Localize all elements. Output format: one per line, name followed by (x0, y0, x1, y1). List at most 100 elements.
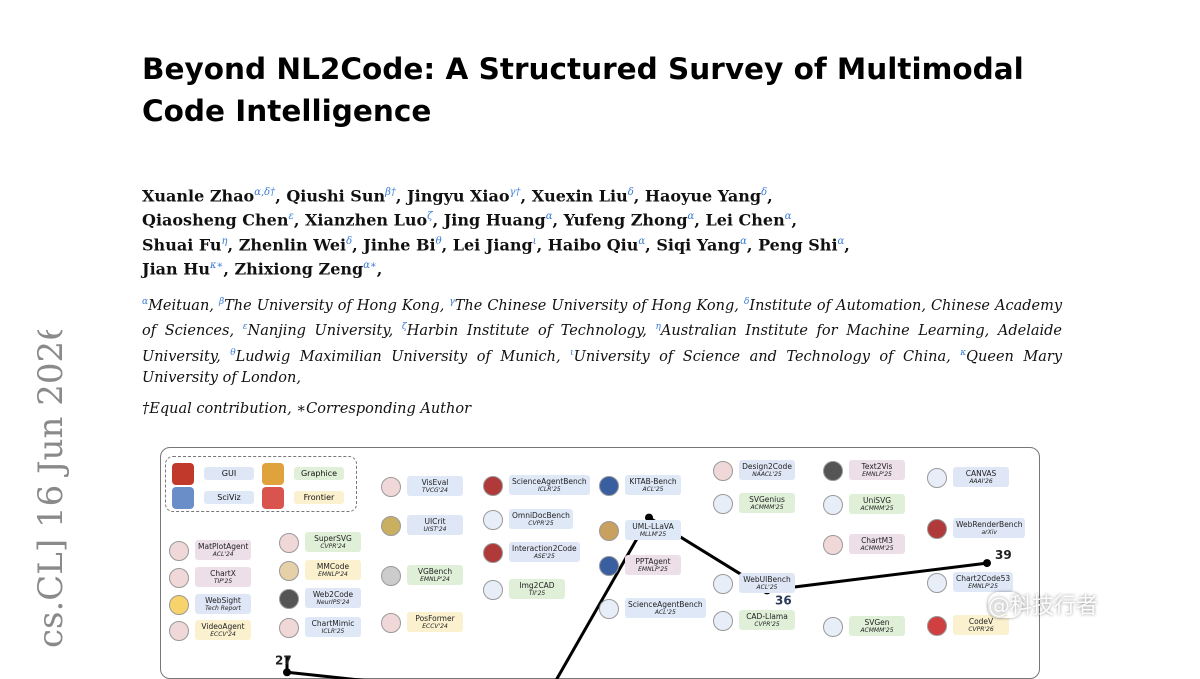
benchmark-label: VisEval TVCG'24 (407, 476, 463, 496)
benchmark-label: Design2Code NAACL'25 (739, 460, 795, 480)
affiliation-name: Institute of Automation, Chinese Academy… (142, 297, 1063, 340)
affiliation-mark: γ (449, 297, 455, 307)
affiliation-mark: ι (570, 347, 574, 358)
author-name: Qiaosheng Chen (142, 210, 289, 230)
institution-logo-icon (381, 566, 401, 586)
institution-logo-icon (927, 573, 947, 593)
benchmark-name: MMCode (316, 562, 350, 571)
institution-logo-icon (927, 616, 947, 636)
institution-logo-icon (279, 589, 299, 609)
legend-label: GUI (204, 467, 254, 480)
affiliation-mark: κ (960, 347, 967, 358)
institution-logo-icon (483, 510, 503, 530)
arxiv-stamp-text: cs.CL] 16 Jun 2026 (31, 330, 70, 648)
affiliation-name: Meituan (148, 297, 210, 314)
benchmark-name: OmniDocBench (512, 511, 570, 520)
benchmark-label: VideoAgent ECCV'24 (195, 620, 251, 640)
benchmark-name: Text2Vis (861, 462, 893, 471)
benchmark-venue: ASE'25 (533, 553, 555, 560)
author-affiliation-mark: α (740, 235, 747, 247)
benchmark-name: UniSVG (862, 496, 892, 505)
institution-logo-icon (381, 477, 401, 497)
author-name: Jian Hu (142, 259, 210, 279)
author-affiliation-mark: α∗ (363, 259, 377, 271)
benchmark-name: CodeV (968, 617, 994, 626)
institution-logo-icon (483, 580, 503, 600)
institution-logo-icon (713, 611, 733, 631)
author-name: Jinhe Bi (363, 234, 436, 254)
paper-title: Beyond NL2Code: A Structured Survey of M… (142, 52, 1024, 128)
benchmark-label: OmniDocBench CVPR'25 (509, 509, 573, 529)
benchmark-venue: ACMMM'25 (860, 545, 894, 552)
benchmark-label: SuperSVG CVPR'24 (305, 532, 361, 552)
affiliation-mark: ζ (401, 322, 407, 333)
benchmark-venue: CVPR'25 (754, 621, 780, 628)
benchmark-name: Chart2Code53 (956, 574, 1011, 583)
institution-logo-icon (599, 599, 619, 619)
benchmark-label: VGBench EMNLP'24 (407, 565, 463, 585)
benchmark-venue: NeurIPS'24 (316, 599, 350, 606)
benchmark-label: SVGen ACMMM'25 (849, 616, 905, 636)
trend-point (983, 559, 991, 568)
benchmark-name: UICrit (424, 517, 446, 526)
benchmark-name: UML-LLaVA (632, 522, 674, 531)
figure-legend: GUI Graphice SciViz Frontier (165, 456, 357, 512)
trend-value-label: 36 (775, 593, 792, 607)
benchmark-venue: TII'25 (528, 590, 546, 597)
benchmark-label: Text2Vis EMNLP'25 (849, 460, 905, 480)
institution-logo-icon (169, 568, 189, 588)
benchmark-label: ChartM3 ACMMM'25 (849, 534, 905, 554)
benchmark-label: Img2CAD TII'25 (509, 579, 565, 599)
affiliation-name: The University of Hong Kong (224, 297, 440, 314)
benchmark-name: ChartM3 (861, 536, 893, 545)
author-affiliation-mark: θ (435, 235, 442, 247)
institution-logo-icon (927, 468, 947, 488)
affiliation-name: Australian Institute for Machine Learnin… (142, 323, 1063, 365)
benchmark-venue: TVCG'24 (422, 487, 448, 494)
benchmark-label: UML-LLaVA MLLM'25 (625, 520, 681, 540)
author-affiliation-mark: ε (288, 211, 294, 223)
legend-label: Frontier (294, 491, 344, 504)
institution-logo-icon (279, 561, 299, 581)
benchmark-label: MatPlotAgent ACL'24 (195, 540, 252, 560)
benchmark-label: CANVAS AAAI'26 (953, 467, 1009, 487)
benchmark-name: CAD-Llama (746, 612, 788, 621)
institution-logo-icon (169, 595, 189, 615)
institution-logo-icon (483, 476, 503, 496)
trend-value-label: 39 (995, 548, 1012, 562)
benchmark-label: SVGenius ACMMM'25 (739, 493, 795, 513)
benchmark-name: Web2Code (312, 590, 354, 599)
benchmark-name: MatPlotAgent (198, 542, 249, 551)
author-affiliation-mark: δ (761, 187, 768, 198)
legend-icon (262, 463, 284, 485)
author-name: Haoyue Yang (644, 186, 762, 206)
institution-logo-icon (483, 543, 503, 563)
benchmark-label: ScienceAgentBench ACL'25 (625, 598, 706, 618)
author-affiliation-mark: α (837, 235, 845, 247)
author-affiliation-mark: α (638, 235, 646, 247)
benchmark-venue: NAACL'25 (752, 471, 782, 478)
benchmark-label: Interaction2Code ASE'25 (509, 542, 580, 562)
benchmark-label: WebSight Tech Report (195, 594, 251, 614)
benchmark-venue: ACL'24 (212, 551, 234, 558)
benchmark-venue: EMNLP'25 (638, 566, 668, 573)
benchmark-name: ScienceAgentBench (512, 477, 587, 486)
author-affiliation-mark: γ† (509, 187, 521, 198)
benchmark-venue: CVPR'26 (968, 626, 994, 633)
benchmark-name: ScienceAgentBench (628, 600, 703, 609)
benchmark-label: CAD-Llama CVPR'25 (739, 610, 795, 630)
benchmark-venue: ACL'25 (756, 584, 778, 591)
benchmark-venue: EMNLP'24 (318, 571, 348, 578)
institution-logo-icon (713, 494, 733, 514)
benchmark-venue: EMNLP'25 (968, 583, 998, 590)
author-name: Xianzhen Luo (304, 210, 428, 230)
author-name: Peng Shi (758, 234, 838, 254)
legend-label: SciViz (204, 491, 254, 504)
benchmark-name: VideoAgent (201, 622, 245, 631)
institution-logo-icon (927, 519, 947, 539)
institution-logo-icon (599, 556, 619, 576)
author-list: Xuanle Zhaoα,δ†, Qiushi Sunβ†, Jingyu Xi… (142, 186, 850, 279)
arxiv-stamp: cs.CL] 16 Jun 2026 (30, 319, 71, 648)
author-name: Siqi Yang (656, 234, 741, 254)
